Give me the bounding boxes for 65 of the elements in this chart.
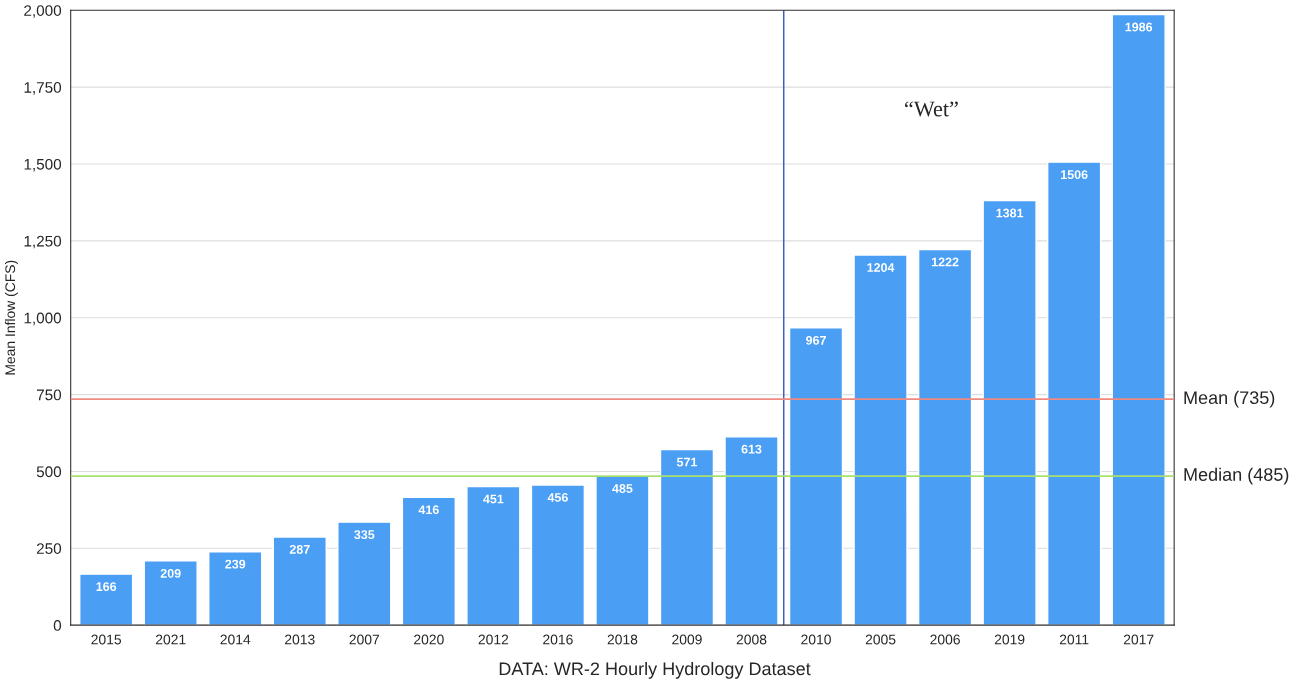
- x-tick-label: 2021: [155, 634, 186, 645]
- ref-line-label: Mean (735): [1184, 390, 1275, 408]
- y-tick-label: 750: [36, 389, 62, 401]
- x-tick-label: 2010: [801, 634, 831, 645]
- y-tick-label: 1,000: [24, 312, 62, 326]
- x-tick-label: 2005: [865, 634, 896, 645]
- x-tick-label: 2019: [994, 634, 1025, 645]
- data-label: 416: [418, 505, 439, 515]
- data-label: 335: [354, 530, 375, 540]
- x-tick-label: 2015: [91, 634, 122, 645]
- data-label: 1222: [931, 257, 959, 267]
- bar: [272, 536, 327, 626]
- bar: [79, 573, 134, 626]
- text: DATA: WR-2 Hourly Hydrology Dataset: [499, 661, 811, 679]
- bar: [1046, 161, 1102, 626]
- bar: [659, 448, 715, 626]
- y-tick-label: 1,250: [24, 235, 62, 249]
- data-label: 166: [96, 582, 117, 591]
- x-tick-label: 2011: [1059, 634, 1089, 645]
- bar: [143, 560, 198, 626]
- x-tick-label: 2008: [736, 634, 767, 645]
- x-tick-label: 2012: [478, 634, 509, 645]
- annotation: “Wet”: [904, 101, 958, 117]
- bar: [917, 248, 973, 626]
- bar: [724, 436, 779, 626]
- bar: [208, 550, 263, 626]
- bar: [401, 496, 456, 626]
- x-tick-label: 2020: [414, 634, 444, 645]
- x-tick-label: 2016: [543, 634, 573, 645]
- data-label: 287: [289, 544, 310, 554]
- x-tick-label: 2018: [607, 634, 638, 645]
- data-label: 571: [676, 457, 698, 467]
- y-tick-label: 0: [53, 620, 62, 631]
- x-tick-label: 2009: [672, 634, 702, 645]
- y-tick-label: 500: [36, 466, 62, 478]
- bar: [1111, 13, 1166, 626]
- data-label: 239: [225, 559, 246, 569]
- data-label: 1506: [1061, 170, 1088, 180]
- y-tick-label: 1,750: [24, 82, 62, 95]
- data-label: 1204: [867, 263, 895, 272]
- data-label: 451: [483, 494, 504, 504]
- y-tick-label: 250: [36, 543, 62, 554]
- data-label: 1986: [1125, 22, 1153, 32]
- x-tick-label: 2017: [1123, 634, 1154, 645]
- y-tick-label: 2,000: [24, 5, 62, 18]
- data-label: 485: [612, 484, 633, 493]
- bar: [982, 199, 1037, 626]
- x-tick-label: 2013: [285, 634, 315, 645]
- ref-line-label: Median (485): [1184, 467, 1289, 485]
- data-label: 456: [547, 493, 568, 502]
- y-tick-label: 1,500: [24, 158, 62, 172]
- x-tick-label: 2007: [349, 634, 380, 645]
- y-axis-title: Mean Inflow (CFS): [4, 260, 18, 375]
- x-tick-label: 2014: [220, 634, 251, 645]
- data-label: 967: [806, 335, 826, 345]
- bar: [788, 327, 844, 626]
- data-label: 209: [160, 568, 181, 578]
- bar: [530, 484, 586, 626]
- data-label: 1381: [996, 208, 1024, 218]
- x-tick-label: 2006: [930, 634, 960, 645]
- bar: [337, 521, 392, 626]
- bar: [595, 475, 650, 626]
- bar: [853, 254, 908, 626]
- data-label: 613: [741, 444, 762, 454]
- bar: [466, 485, 521, 626]
